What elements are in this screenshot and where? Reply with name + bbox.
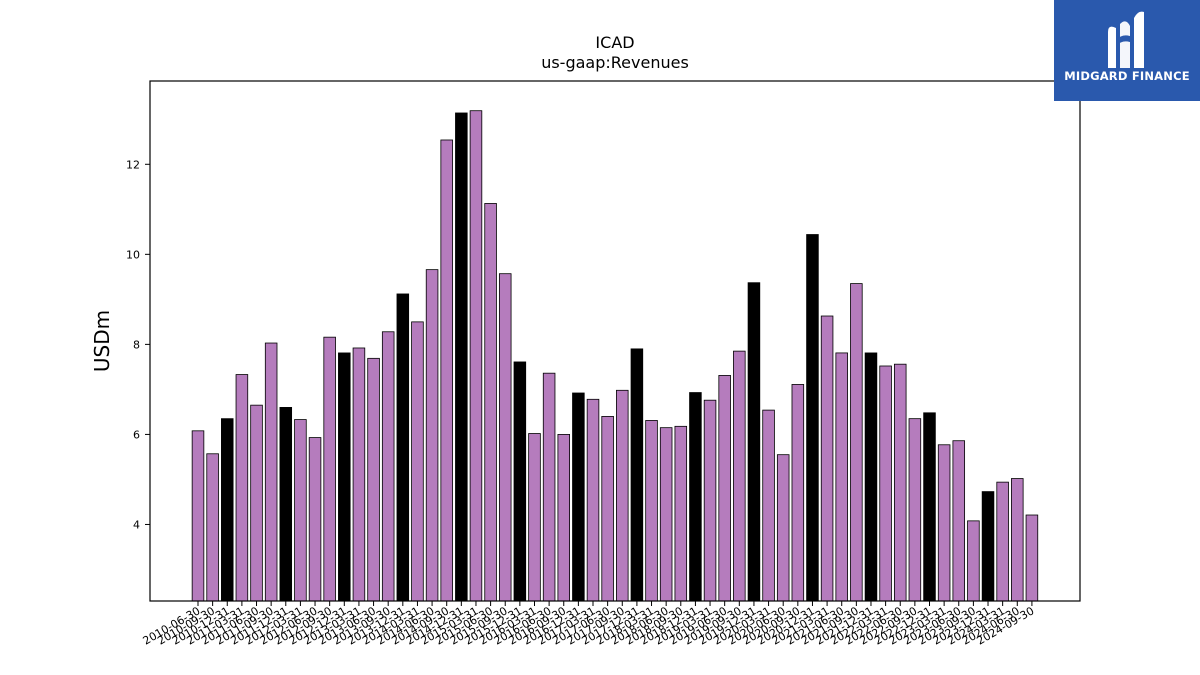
x-axis-ticks: 2010-06-302010-09-302010-12-312011-03-31… <box>141 601 1036 648</box>
bar-2024-06-30 <box>1011 478 1024 602</box>
bar-2010-06-30 <box>191 430 205 602</box>
bar-2012-12-31 <box>338 352 351 602</box>
bar-2020-03-31 <box>762 409 775 602</box>
bar-2024-03-31 <box>996 481 1009 602</box>
bar-2014-12-31 <box>455 112 468 602</box>
bar-2012-03-31 <box>294 419 307 602</box>
y-tick-label: 12 <box>126 158 140 171</box>
bar-2017-12-31 <box>630 348 644 602</box>
y-axis-ticks: 4 6 8 10 12 <box>126 158 150 531</box>
bar-2024-09-30 <box>1025 514 1039 602</box>
bar-2014-06-30 <box>425 269 439 602</box>
bar-2016-09-30 <box>557 434 571 602</box>
bar-2022-03-31 <box>879 365 892 602</box>
bar-2017-06-30 <box>601 416 614 602</box>
bar-2021-03-31 <box>820 315 834 602</box>
bar-2010-09-30 <box>206 453 219 602</box>
y-axis-label: USDm <box>90 310 114 372</box>
bar-2014-09-30 <box>440 139 453 602</box>
bar-2016-12-31 <box>572 392 585 602</box>
bar-2018-09-30 <box>674 425 688 602</box>
bar-2023-03-31 <box>937 444 951 602</box>
bar-2013-06-30 <box>367 357 380 602</box>
midgard-finance-logo: MIDGARD FINANCE <box>1054 0 1200 101</box>
logo-text: MIDGARD FINANCE <box>1064 69 1190 83</box>
bar-2023-09-30 <box>967 520 980 602</box>
chart-title: ICAD <box>595 33 634 52</box>
bar-2016-03-31 <box>528 433 541 602</box>
bar-2013-09-30 <box>381 331 395 602</box>
bar-2011-03-31 <box>235 374 249 602</box>
bar-2015-03-31 <box>469 110 483 602</box>
y-tick-label: 6 <box>133 428 140 441</box>
bar-2014-03-31 <box>411 321 424 602</box>
bar-2020-06-30 <box>776 454 790 602</box>
bar-2021-06-30 <box>835 352 848 602</box>
bar-2017-09-30 <box>616 389 629 602</box>
bars-group <box>191 110 1039 602</box>
bar-2023-12-31 <box>981 491 995 602</box>
bar-2011-09-30 <box>264 342 278 602</box>
bar-2018-12-31 <box>689 392 702 602</box>
bar-2010-12-31 <box>221 418 234 602</box>
logo-mark-icon <box>1108 11 1144 68</box>
bar-2015-09-30 <box>498 273 512 602</box>
bar-2019-09-30 <box>733 350 746 602</box>
bar-2015-12-31 <box>513 361 527 602</box>
bar-2013-12-31 <box>396 293 410 602</box>
bar-2012-09-30 <box>323 336 336 602</box>
bar-2021-09-30 <box>850 283 863 602</box>
bar-2017-03-31 <box>586 398 600 602</box>
bar-2015-06-30 <box>484 203 497 602</box>
bar-2018-03-31 <box>645 420 658 602</box>
bar-2011-06-30 <box>250 404 263 602</box>
bar-2018-06-30 <box>659 427 673 602</box>
bar-2016-06-30 <box>542 372 556 602</box>
bar-2012-06-30 <box>308 437 322 602</box>
bar-2013-03-31 <box>352 347 366 602</box>
plot-frame <box>149 80 1081 602</box>
y-tick-label: 4 <box>133 518 140 531</box>
chart-subtitle: us-gaap:Revenues <box>541 53 689 72</box>
bar-2020-09-30 <box>791 384 805 602</box>
y-tick-label: 8 <box>133 338 140 351</box>
bar-2022-06-30 <box>893 363 907 602</box>
y-tick-label: 10 <box>126 248 140 261</box>
bar-2022-12-31 <box>923 412 936 602</box>
bar-2019-03-31 <box>703 399 717 602</box>
bar-2021-12-31 <box>864 352 878 602</box>
bar-2011-12-31 <box>279 407 293 602</box>
bar-2019-12-31 <box>747 282 761 602</box>
bar-2022-09-30 <box>908 418 922 602</box>
bar-2020-12-31 <box>806 234 819 602</box>
bar-2019-06-30 <box>718 375 731 602</box>
bar-2023-06-30 <box>952 440 966 602</box>
